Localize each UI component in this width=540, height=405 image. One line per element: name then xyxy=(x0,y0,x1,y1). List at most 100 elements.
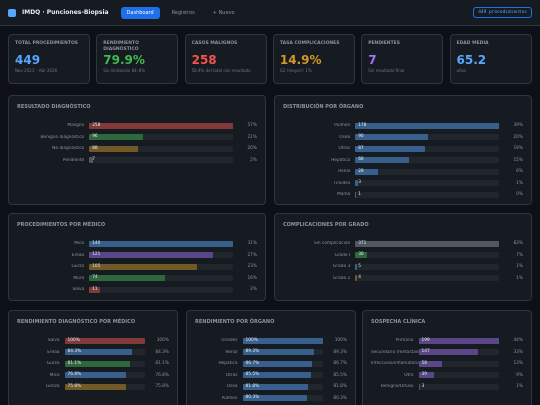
bar-row: Ósea 90 20% xyxy=(283,132,523,144)
bar-track: 140 xyxy=(89,240,233,247)
bar-value: 89.3% xyxy=(245,349,260,355)
bar-track: 100% xyxy=(64,337,145,344)
bar-track: 87 xyxy=(355,145,499,152)
row-percent: 13% xyxy=(513,361,523,367)
bar xyxy=(355,145,426,152)
kpi-card: CASOS MALIGNOS 258 58.4% del total con res… xyxy=(184,34,267,84)
panel: RENDIMIENTO POR ÓRGANO Tiroides 100% 100% Re… xyxy=(186,310,356,405)
bar-track: 81.8% xyxy=(242,383,323,390)
panel-title: DISTRIBUCIÓN POR ÓRGANO xyxy=(283,104,364,110)
bar-value: 199 xyxy=(421,337,430,343)
row-percent: 0% xyxy=(516,192,523,198)
bar-value: 11 xyxy=(92,286,98,292)
bar-value: 121 xyxy=(92,252,101,258)
row-label: Primario xyxy=(395,338,414,344)
bar-track: 100% xyxy=(242,337,323,344)
bar-value: 105 xyxy=(92,263,101,269)
bar xyxy=(418,349,478,356)
bar xyxy=(355,275,357,282)
bar-row: Gurza 105 23% xyxy=(17,261,257,273)
kpi-card: EDAD MEDIA 65.2 años xyxy=(449,34,532,84)
bar-track: 7 xyxy=(89,157,233,164)
bar-track: 105 xyxy=(89,263,233,270)
kpi-value: 79.9% xyxy=(103,53,145,67)
bar-value: 100% xyxy=(245,337,258,343)
row-label: Renal xyxy=(338,169,351,175)
bar xyxy=(64,372,127,379)
row-label: Ereaa xyxy=(47,349,60,355)
tab[interactable]: + Nuevo xyxy=(212,9,235,16)
row-label: Grado 2 xyxy=(333,275,351,281)
kpi-label: RENDIMIENTO DIAGNÓSTICO xyxy=(103,41,139,52)
bar-row: Salva 11 2% xyxy=(17,284,257,296)
bar xyxy=(89,145,139,152)
bar-row: Gurza 81.1% 81.1% xyxy=(17,358,169,370)
bar-value: 81.8% xyxy=(245,383,260,389)
bar-row: Infeccioso/inflamatorio 58 13% xyxy=(371,358,523,370)
bar-value: 88 xyxy=(92,145,98,151)
panel-title: PROCEDIMIENTOS POR MÉDICO xyxy=(17,222,106,228)
kpi-sub: Sin limitación 84–8% xyxy=(103,68,146,73)
row-percent: 9% xyxy=(516,372,523,378)
bar-value: 96 xyxy=(92,134,98,140)
bar-track: 199 xyxy=(418,337,499,344)
bar-row: Hepática 86.7% 86.7% xyxy=(195,358,347,370)
row-label: Mura xyxy=(73,275,85,281)
bar-track: 85.5% xyxy=(242,372,323,379)
bar-row: Mura 74 16% xyxy=(17,273,257,285)
row-label: Gonza xyxy=(45,384,60,390)
bar xyxy=(418,372,435,379)
app-title: IMDQ · Punciones-Biopsia xyxy=(22,9,109,16)
bar-track: 74 xyxy=(89,275,233,282)
row-label: Hepática xyxy=(331,157,351,163)
row-percent: 89.3% xyxy=(333,349,347,355)
bar-row: Secundario (metástasis) 147 33% xyxy=(371,347,523,359)
row-percent: 1% xyxy=(516,180,523,186)
bar xyxy=(355,157,409,164)
bar xyxy=(89,286,101,293)
bar-row: Ereaa 121 27% xyxy=(17,250,257,262)
kpi-value: 14.9% xyxy=(279,53,322,67)
row-label: Otro xyxy=(404,372,414,378)
row-percent: 76.8% xyxy=(155,372,169,378)
panel: SOSPECHA CLÍNICA Primario 199 44% Secundario… xyxy=(362,310,532,405)
row-percent: 7% xyxy=(516,252,523,258)
row-label: Hepática xyxy=(218,361,238,367)
bar-value: 81.1% xyxy=(67,360,82,366)
badge: 449 procedimientos xyxy=(473,7,532,18)
row-percent: 81.8% xyxy=(333,384,347,390)
kpi-label: EDAD MEDIA xyxy=(456,41,489,46)
bar-track: 88 xyxy=(89,145,233,152)
bar-track: 39 xyxy=(418,372,499,379)
kpi-card: RENDIMIENTO DIAGNÓSTICO 79.9% Sin limitaci… xyxy=(96,34,179,84)
bar-track: 86.7% xyxy=(242,360,323,367)
row-label: Maligno xyxy=(67,123,85,129)
bar-row: Gonza 75.8% 75.8% xyxy=(17,381,169,393)
bar-value: 86.7% xyxy=(245,360,260,366)
row-label: Renal xyxy=(225,349,238,355)
panel: DISTRIBUCIÓN POR ÓRGANO Pulmón 178 39% Ósea 9… xyxy=(274,95,532,205)
tab[interactable]: Registros xyxy=(171,9,195,16)
row-label: Pulmón xyxy=(221,395,238,401)
bar xyxy=(355,122,499,129)
row-label: Ósea xyxy=(226,384,238,390)
bar-value: 140 xyxy=(92,240,101,246)
bar-value: 87 xyxy=(358,145,364,151)
bar-track: 80.3% xyxy=(242,395,323,402)
row-label: Gurza xyxy=(46,361,60,367)
bar xyxy=(89,263,198,270)
row-percent: 1% xyxy=(516,275,523,281)
bar xyxy=(89,122,233,129)
kpi-label: PENDIENTES xyxy=(368,41,400,46)
bar-row: Ereaa 84.3% 84.3% xyxy=(17,347,169,359)
bar-row: Sin complicación 371 83% xyxy=(283,238,523,250)
bar-value: 28 xyxy=(358,168,364,174)
bar xyxy=(418,360,442,367)
row-label: Otras xyxy=(338,146,351,152)
bar-value: 4 xyxy=(358,275,361,281)
bar-row: Pendiente 7 2% xyxy=(17,155,257,167)
row-label: Otras xyxy=(225,372,238,378)
tab[interactable]: Dashboard xyxy=(120,6,160,19)
bar-row: Maligno 258 57% xyxy=(17,120,257,132)
